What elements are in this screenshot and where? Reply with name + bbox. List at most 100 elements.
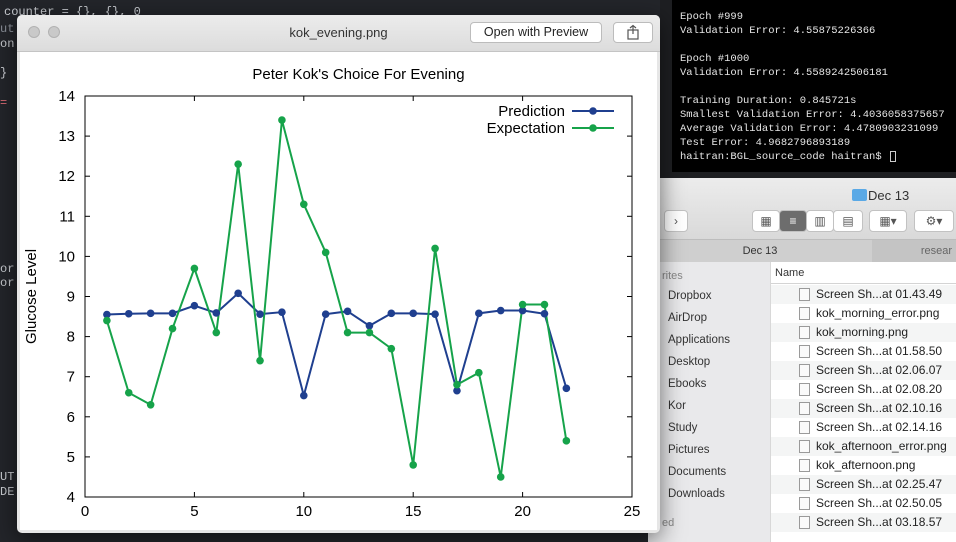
file-name: kok_morning_error.png (816, 306, 940, 320)
prediction-point (212, 309, 221, 317)
file-row[interactable]: kok_afternoon.png (771, 456, 956, 475)
prediction-line (106, 291, 568, 400)
file-icon (799, 288, 810, 302)
quicklook-window[interactable]: kok_evening.png Open with Preview Peter … (17, 15, 660, 533)
expectation-point (365, 328, 374, 337)
icon-view-button[interactable]: ▦ (752, 210, 780, 232)
fullscreen-button[interactable] (48, 26, 60, 38)
sidebar-header-shared: ed (662, 517, 675, 529)
file-row[interactable]: Screen Sh...at 02.06.07 (771, 361, 956, 380)
sidebar-item-pictures[interactable]: Pictures (668, 444, 710, 456)
prediction-point (387, 309, 396, 318)
prediction-point (103, 310, 111, 319)
close-button[interactable] (28, 26, 40, 38)
x-tick-label: 10 (295, 503, 312, 520)
expectation-point (103, 316, 111, 325)
y-tick-label: 8 (67, 329, 75, 346)
prediction-point (168, 309, 177, 318)
terminal-prompt-text: haitran:BGL_source_code haitran$ (680, 151, 888, 163)
y-axis-label: Glucose Level (23, 249, 40, 344)
expectation-point (168, 324, 177, 333)
expectation-point (300, 200, 308, 209)
sidebar-item-desktop[interactable]: Desktop (668, 356, 711, 368)
sidebar-item-kor[interactable]: Kor (668, 400, 686, 412)
share-icon (627, 24, 639, 40)
action-button[interactable]: ⚙▾ (914, 210, 954, 232)
file-row[interactable]: Screen Sh...at 01.58.50 (771, 342, 956, 361)
gallery-icon: ▤ (842, 214, 854, 228)
x-tick-label: 15 (405, 503, 422, 520)
file-icon (799, 364, 810, 378)
gallery-view-button[interactable]: ▤ (833, 210, 863, 232)
tab-dec-13[interactable]: Dec 13 (648, 240, 872, 262)
file-list[interactable]: Name Screen Sh...at 01.43.49 kok_morning_… (770, 262, 956, 542)
expectation-point (212, 328, 221, 337)
finder-window[interactable]: Dec 13 › ▦ ≡ ▥ ▤ ▦▾ ⚙▾ Dec 13 resear rit… (648, 178, 956, 542)
editor-line: or (0, 276, 15, 290)
finder-titlebar[interactable]: Dec 13 › ▦ ≡ ▥ ▤ ▦▾ ⚙▾ (648, 178, 956, 240)
prediction-point (278, 308, 286, 316)
file-row[interactable]: kok_morning_error.png (771, 304, 956, 323)
file-icon (799, 345, 810, 359)
share-button[interactable] (613, 22, 653, 43)
expectation-point (518, 300, 527, 309)
folder-icon (852, 189, 867, 201)
expectation-point (431, 244, 439, 253)
file-row[interactable]: kok_afternoon_error.png (771, 437, 956, 456)
sidebar-item-applications[interactable]: Applications (668, 334, 731, 346)
sidebar-item-study[interactable]: Study (668, 422, 698, 434)
group-button[interactable]: ▦▾ (869, 210, 907, 232)
open-with-preview-button[interactable]: Open with Preview (470, 22, 602, 43)
forward-button[interactable]: › (664, 210, 688, 232)
plot-frame (84, 95, 633, 498)
window-title: kok_evening.png (289, 25, 388, 40)
expectation-point (278, 116, 286, 124)
file-name: kok_morning.png (816, 325, 909, 339)
gear-icon: ⚙▾ (925, 214, 943, 228)
file-row[interactable]: Screen Sh...at 02.14.16 (771, 418, 956, 437)
file-name: Screen Sh...at 02.08.20 (816, 382, 943, 396)
column-view-button[interactable]: ▥ (806, 210, 834, 232)
y-tick-label: 13 (58, 128, 75, 145)
prediction-point (343, 307, 352, 316)
expectation-point (146, 400, 155, 409)
y-tick-label: 9 (67, 289, 75, 306)
prediction-point (124, 309, 133, 318)
list-view-button[interactable]: ≡ (779, 210, 807, 232)
expectation-point (475, 368, 483, 377)
y-tick-label: 14 (58, 88, 75, 105)
file-row[interactable]: Screen Sh...at 02.10.16 (771, 399, 956, 418)
sidebar-item-documents[interactable]: Documents (668, 466, 727, 478)
prediction-point (190, 301, 199, 310)
file-name: Screen Sh...at 01.43.49 (816, 287, 943, 301)
image-canvas: Peter Kok's Choice For Evening Glucose Le… (20, 52, 657, 530)
sidebar-item-dropbox[interactable]: Dropbox (668, 290, 712, 302)
tab-research[interactable]: resear (872, 240, 956, 262)
quicklook-titlebar[interactable]: kok_evening.png Open with Preview (17, 15, 660, 52)
file-row[interactable]: Screen Sh...at 01.43.49 (771, 285, 956, 304)
y-tick-label: 7 (67, 369, 75, 386)
prediction-point (146, 309, 155, 318)
file-row[interactable]: Screen Sh...at 03.18.57 (771, 513, 956, 532)
x-tick-label: 20 (514, 503, 531, 520)
y-tick-label: 10 (58, 248, 75, 265)
terminal-line (680, 38, 956, 52)
prediction-point (540, 309, 549, 318)
sidebar-item-ebooks[interactable]: Ebooks (668, 378, 707, 390)
terminal-prompt[interactable]: haitran:BGL_source_code haitran$ (680, 150, 956, 164)
prediction-point (321, 310, 330, 318)
column-header-name[interactable]: Name (771, 262, 956, 284)
file-row[interactable]: Screen Sh...at 02.08.20 (771, 380, 956, 399)
sidebar-item-downloads[interactable]: Downloads (668, 488, 725, 500)
file-row[interactable]: Screen Sh...at 02.50.05 (771, 494, 956, 513)
file-icon (799, 516, 810, 530)
terminal-window[interactable]: Epoch #999 Validation Error: 4.558752263… (672, 0, 956, 172)
sidebar-item-airdrop[interactable]: AirDrop (668, 312, 707, 324)
expectation-point (321, 248, 330, 257)
file-row[interactable]: kok_morning.png (771, 323, 956, 342)
glucose-chart: Peter Kok's Choice For Evening Glucose Le… (23, 66, 640, 520)
file-row[interactable]: Screen Sh...at 02.25.47 (771, 475, 956, 494)
prediction-point (518, 306, 527, 315)
list-icon: ≡ (789, 214, 797, 228)
prediction-point (365, 321, 374, 330)
